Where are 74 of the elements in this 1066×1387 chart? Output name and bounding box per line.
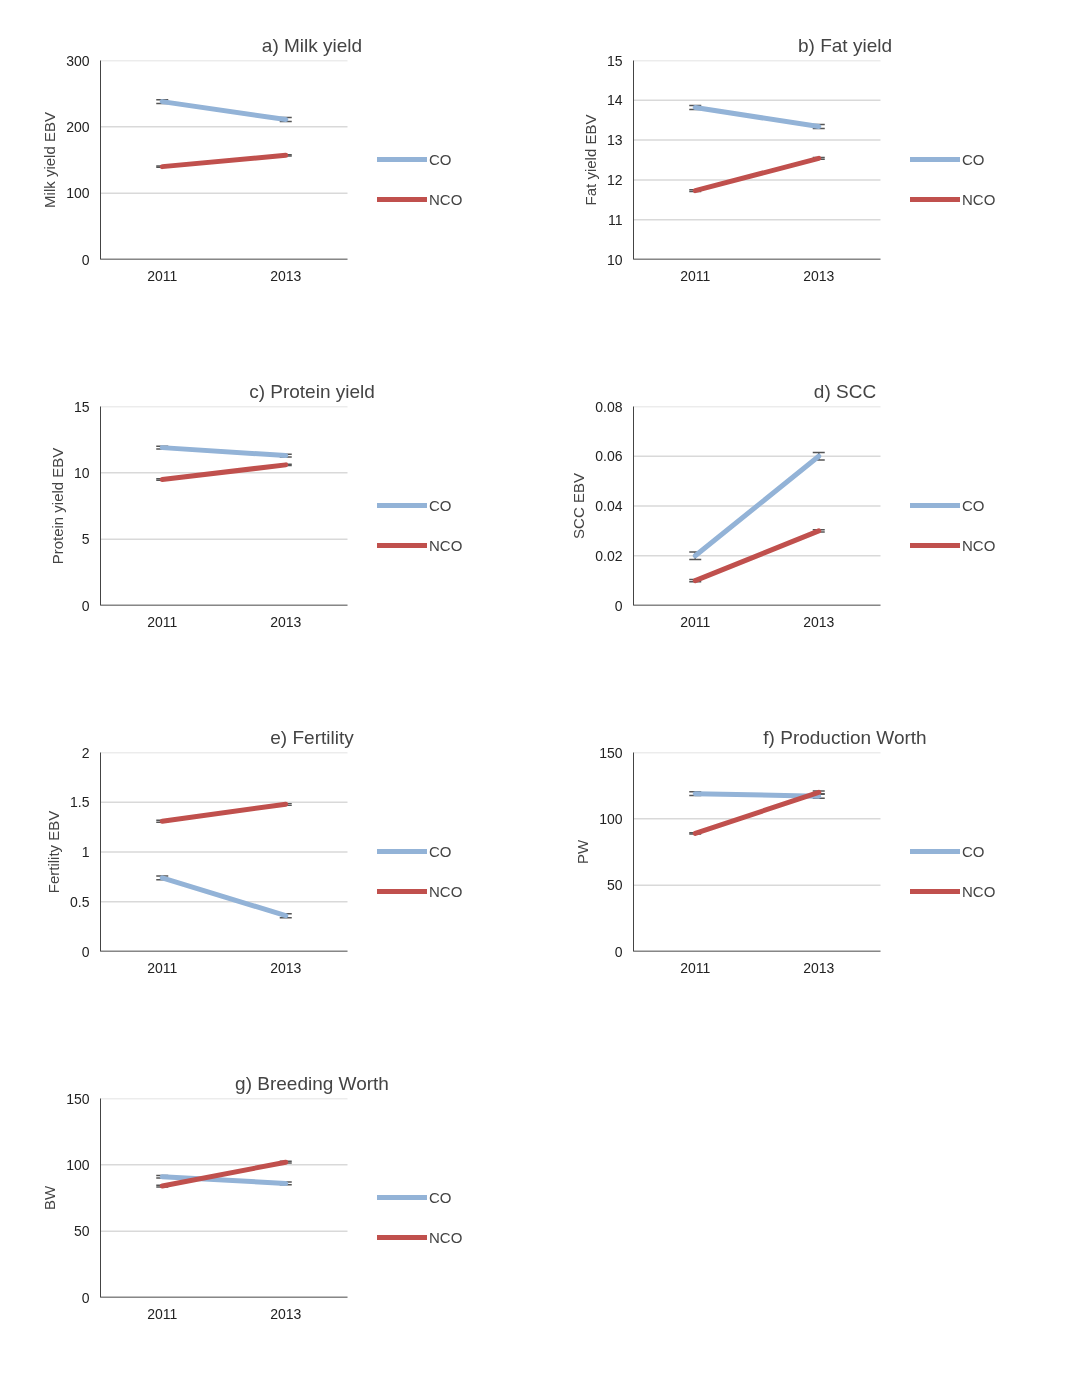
legend-label: NCO [429,190,463,208]
y-tick-label: 0.04 [595,498,623,514]
chart-title: f) Production Worth [763,726,927,748]
y-axis-title: Fertility EBV [45,810,63,894]
y-tick-label: 14 [606,92,623,109]
y-tick-label: 150 [66,1090,90,1107]
chart-title: a) Milk yield [261,34,363,56]
legend-label: CO [962,842,985,860]
y-tick-label: 200 [66,118,90,135]
legend-label: CO [429,496,452,514]
legend-label: CO [962,150,985,168]
y-tick-label: 10 [606,251,623,268]
y-tick-label: 0 [81,1289,90,1306]
x-tick-label: 2011 [680,959,711,976]
y-tick-label: 100 [66,185,90,202]
x-tick-label: 2013 [270,1305,302,1322]
x-tick-label: 2013 [270,613,302,630]
y-axis-title: Protein yield EBV [48,447,66,565]
legend-label: NCO [429,536,463,554]
y-tick-label: 150 [599,744,623,761]
legend-label: NCO [962,190,996,208]
y-axis-title: BW [41,1185,59,1211]
y-tick-label: 1.5 [70,794,90,811]
y-tick-label: 5 [81,531,90,548]
y-tick-label: 50 [73,1223,90,1240]
legend-label: CO [429,150,452,168]
y-tick-label: 11 [607,211,623,228]
y-tick-label: 100 [66,1156,90,1173]
y-tick-label: 0.5 [70,893,90,910]
legend-label: CO [429,842,452,860]
x-tick-label: 2013 [803,267,835,284]
y-axis-title: SCC EBV [570,473,588,539]
y-tick-label: 0.06 [595,448,623,465]
legend-label: CO [962,496,985,514]
y-tick-label: 12 [606,171,623,188]
legend-label: NCO [429,1228,463,1246]
y-tick-label: 100 [599,810,623,827]
chart-title: d) SCC [813,380,877,402]
y-tick-label: 0.02 [595,547,623,564]
y-tick-label: 13 [606,132,623,149]
chart-title: c) Protein yield [249,380,375,402]
y-tick-label: 0.08 [595,398,623,415]
x-tick-label: 2013 [270,267,302,284]
y-tick-label: 0 [81,597,90,614]
x-tick-label: 2013 [270,959,302,976]
chart-title: b) Fat yield [798,34,892,56]
y-tick-label: 15 [606,52,623,69]
y-tick-label: 300 [66,52,90,69]
y-axis-title: Milk yield EBV [41,112,59,208]
y-tick-label: 1 [81,844,90,860]
x-tick-label: 2013 [803,613,835,630]
legend-label: NCO [962,536,996,554]
chart-title: e) Fertility [270,726,355,748]
x-tick-label: 2011 [680,267,711,284]
y-tick-label: 2 [81,744,90,761]
y-tick-label: 50 [606,877,623,894]
y-axis-title: PW [574,839,592,865]
legend-label: NCO [429,882,463,900]
x-tick-label: 2011 [680,613,711,630]
x-tick-label: 2011 [147,1305,178,1322]
y-tick-label: 0 [614,597,623,614]
x-tick-label: 2013 [803,959,835,976]
y-tick-label: 10 [73,464,90,481]
x-tick-label: 2011 [147,959,178,976]
x-tick-label: 2011 [147,267,178,284]
legend-label: NCO [962,882,996,900]
legend-label: CO [429,1188,452,1206]
x-tick-label: 2011 [147,613,178,630]
y-tick-label: 15 [73,398,90,415]
chart-title: g) Breeding Worth [235,1072,389,1094]
y-tick-label: 0 [81,251,90,268]
y-axis-title: Fat yield EBV [581,114,599,206]
y-tick-label: 0 [614,943,623,960]
y-tick-label: 0 [81,943,90,960]
